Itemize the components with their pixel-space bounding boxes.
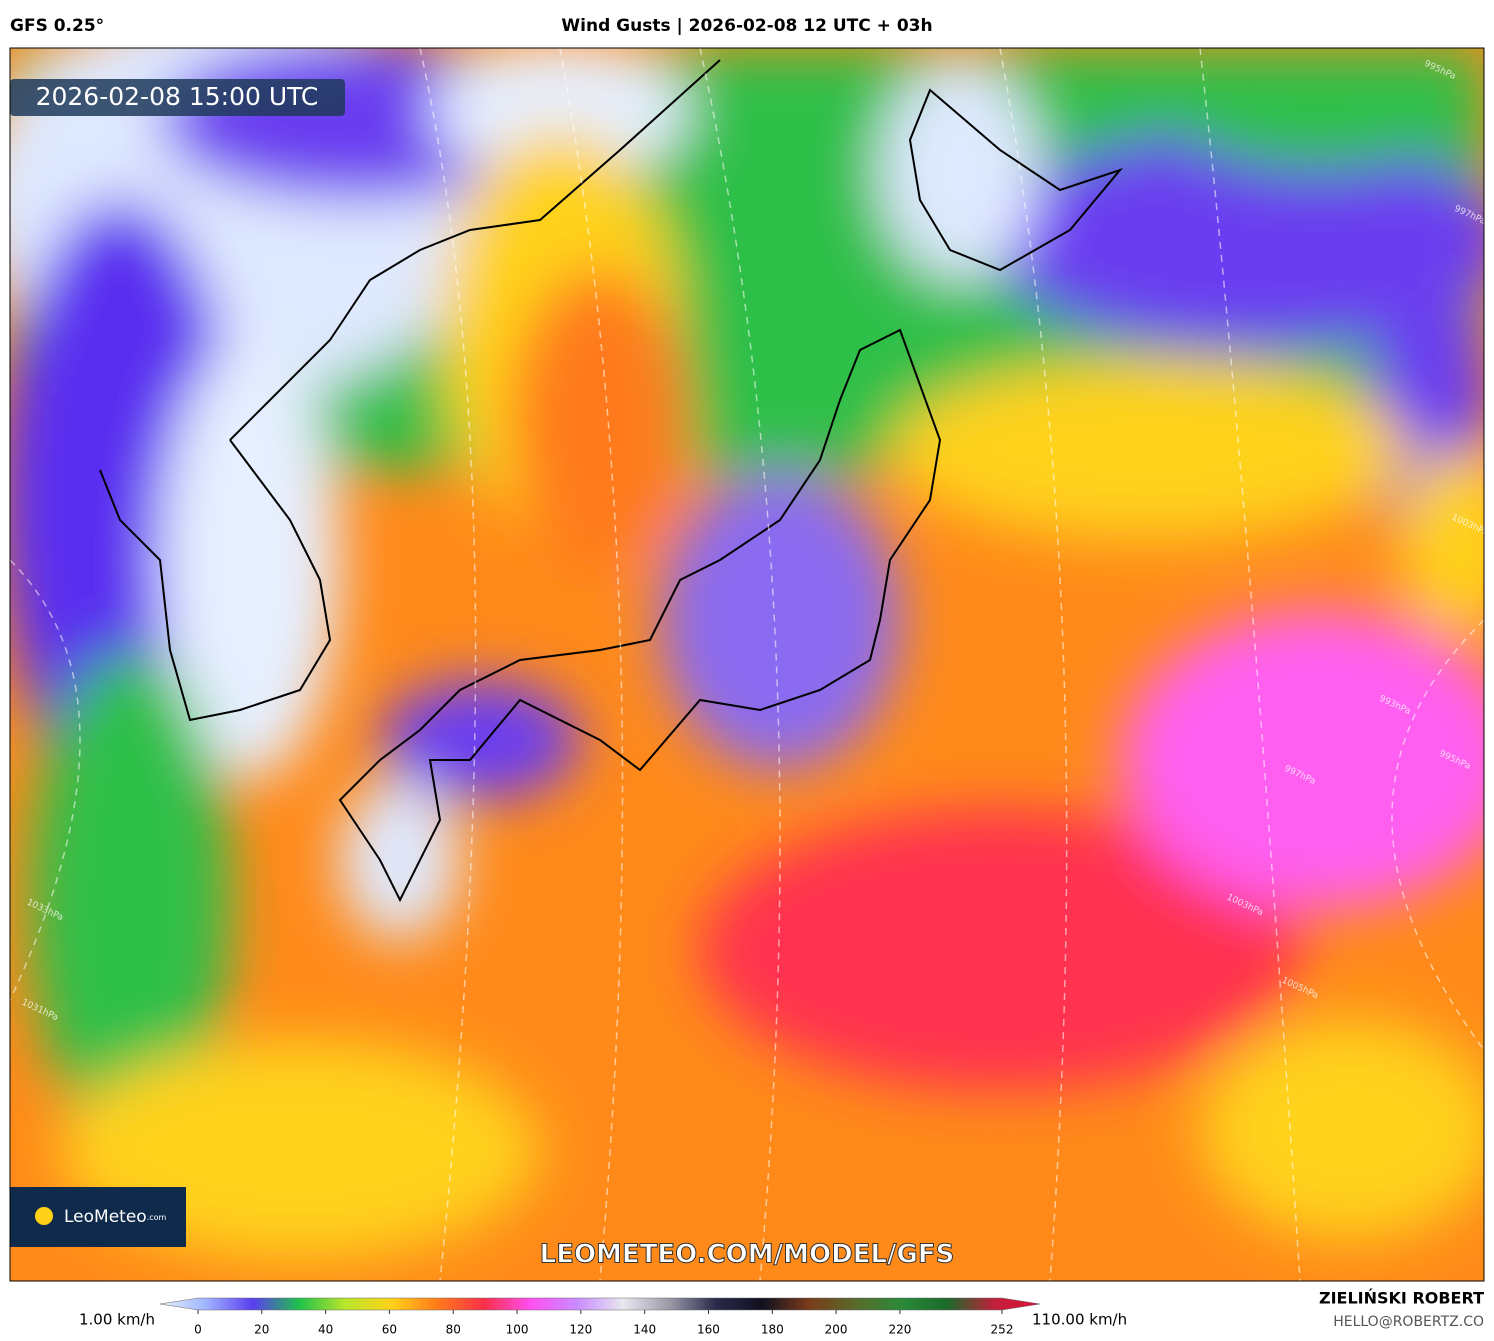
colorbar-tick-label: 120 (569, 1323, 592, 1337)
map-area: 2026-02-08 15:00 UTC LeoMeteo.com LEOMET… (10, 48, 1484, 1281)
colorbar-tick-label: 100 (506, 1323, 529, 1337)
colorbar-min-label: 1.00 km/h (79, 1311, 155, 1329)
colorbar-tick-label: 0 (194, 1323, 202, 1337)
colorbar-max-label: 110.00 km/h (1032, 1311, 1127, 1329)
email: HELLO@ROBERTZ.CO (1333, 1314, 1484, 1330)
valid-time: 2026-02-08 15:00 UTC (36, 82, 319, 111)
logo-name: LeoMeteo (64, 1207, 147, 1227)
colorbar-tick-label: 20 (254, 1323, 269, 1337)
colorbar-tick-label: 200 (825, 1323, 848, 1337)
watermark: LEOMETEO.COM/MODEL/GFS (540, 1240, 955, 1270)
logo-sun (35, 1207, 53, 1225)
logo-suffix: .com (147, 1213, 167, 1222)
colorbar-tick-label: 180 (761, 1323, 784, 1337)
colorbar-tick-label: 80 (446, 1323, 461, 1337)
colorbar (159, 1297, 1041, 1311)
model-label: GFS 0.25° (10, 16, 104, 36)
map-title: Wind Gusts | 2026-02-08 12 UTC + 03h (561, 16, 932, 36)
colorbar-tick-label: 252 (991, 1323, 1014, 1337)
colorbar-tick-label: 60 (382, 1323, 397, 1337)
colorbar-tick-label: 160 (697, 1323, 720, 1337)
time-box (10, 79, 345, 116)
map-frame (9, 47, 1485, 1282)
colorbar-tick-label: 40 (318, 1323, 333, 1337)
author: ZIELIŃSKI ROBERT (1319, 1289, 1484, 1308)
colorbar-tick-label: 220 (888, 1323, 911, 1337)
logo-text: LeoMeteo.com (64, 1207, 167, 1227)
colorbar-tick-label: 140 (633, 1323, 656, 1337)
